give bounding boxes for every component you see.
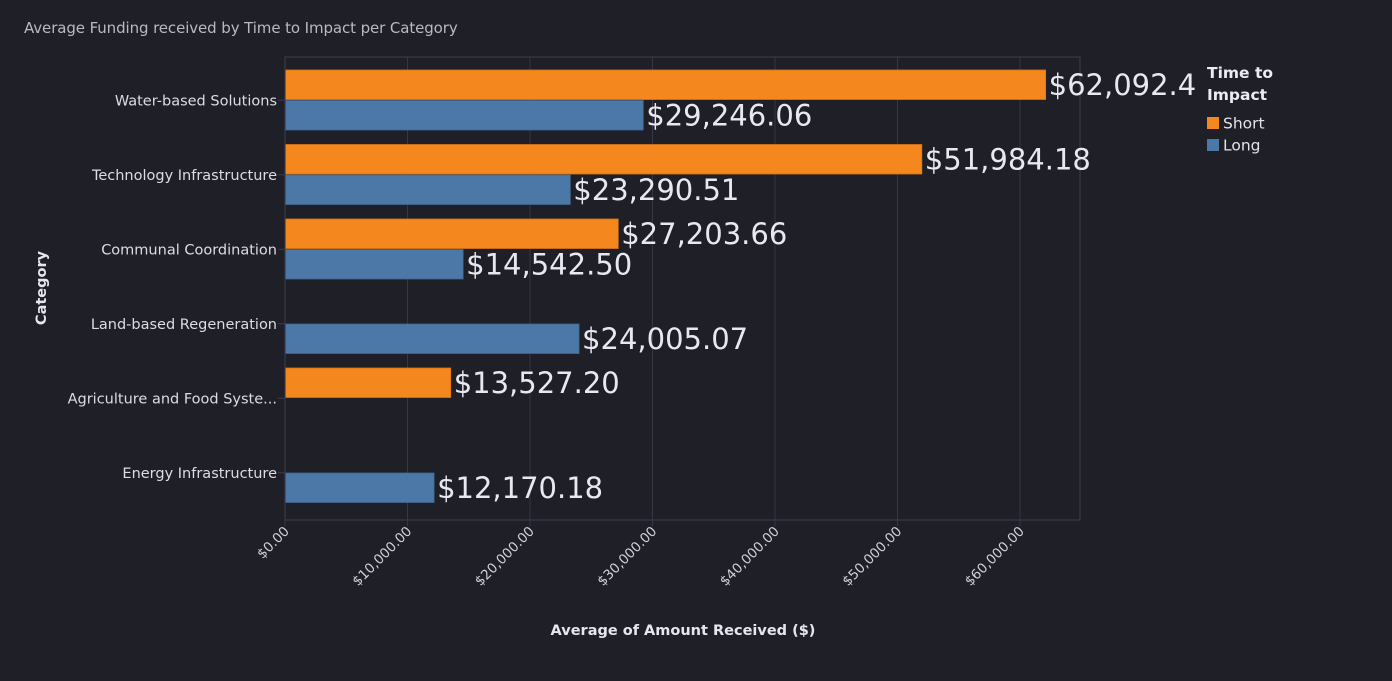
chart-title: Average Funding received by Time to Impa… — [24, 19, 458, 37]
data-label: $29,246.06 — [646, 98, 812, 132]
bar-short[interactable] — [284, 367, 452, 398]
legend-swatch-long — [1207, 139, 1219, 151]
data-label: $27,203.66 — [621, 217, 787, 251]
x-tick-label: $10,000.00 — [349, 524, 415, 590]
bar-long[interactable] — [284, 249, 464, 280]
x-tick-label: $0.00 — [254, 524, 293, 563]
legend: Time to Impact Short Long — [1207, 64, 1273, 155]
data-labels: $62,092.41 $29,246.06 $51,984.18 $23,290.51… — [437, 68, 1215, 505]
legend-title: Time to — [1207, 64, 1273, 82]
x-tick-label: $40,000.00 — [717, 524, 783, 590]
y-axis-title: Category — [34, 250, 50, 325]
bar-short[interactable] — [284, 69, 1047, 100]
category-label: Land-based Regeneration — [91, 317, 277, 333]
legend-item-short[interactable]: Short — [1223, 115, 1265, 133]
value-axis: $0.00 $10,000.00 $20,000.00 $30,000.00 $40,0… — [254, 524, 1028, 590]
bar-short[interactable] — [284, 218, 619, 249]
x-tick-label: $20,000.00 — [472, 524, 538, 590]
bar-long[interactable] — [284, 323, 580, 354]
x-tick-label: $30,000.00 — [594, 524, 660, 590]
plot-border — [284, 56, 1081, 521]
bar-short[interactable] — [284, 144, 923, 175]
x-tick-label: $50,000.00 — [839, 524, 905, 590]
data-label: $62,092.41 — [1049, 68, 1215, 102]
category-label: Technology Infrastructure — [91, 168, 277, 184]
data-label: $23,290.51 — [573, 173, 739, 207]
bar-long[interactable] — [284, 472, 435, 503]
plot-frame — [284, 56, 1081, 521]
data-label: $14,542.50 — [466, 247, 632, 281]
data-label: $13,527.20 — [454, 366, 620, 400]
bar-long[interactable] — [284, 174, 571, 205]
bar-long[interactable] — [284, 100, 644, 131]
bars — [284, 69, 1047, 503]
x-tick-label: $60,000.00 — [962, 524, 1028, 590]
legend-item-long[interactable]: Long — [1223, 137, 1261, 155]
category-label: Energy Infrastructure — [122, 466, 277, 482]
category-label: Communal Coordination — [101, 242, 277, 258]
legend-swatch-short — [1207, 117, 1219, 129]
category-axis: Water-based Solutions Technology Infrastr… — [68, 93, 285, 482]
legend-title: Impact — [1207, 86, 1268, 104]
category-label: Water-based Solutions — [115, 93, 277, 109]
data-label: $51,984.18 — [925, 142, 1091, 176]
data-label: $12,170.18 — [437, 471, 603, 505]
x-axis-title: Average of Amount Received ($) — [551, 623, 816, 639]
data-label: $24,005.07 — [582, 322, 748, 356]
category-label: Agriculture and Food Syste... — [68, 391, 277, 407]
